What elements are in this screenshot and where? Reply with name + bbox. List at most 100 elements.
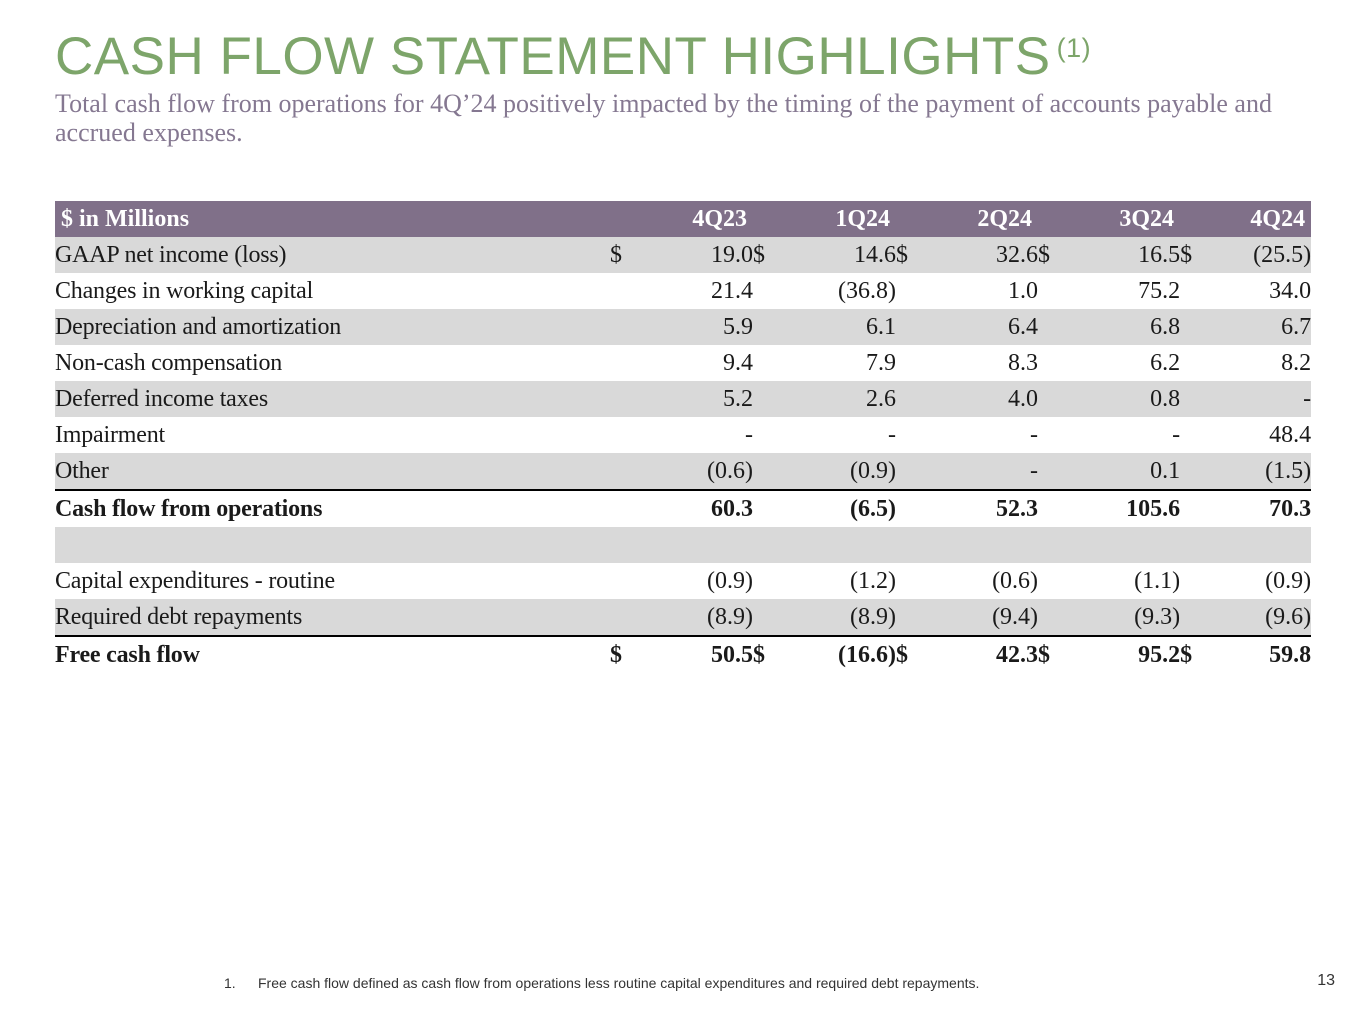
cell-value: (6.5) xyxy=(781,489,897,527)
currency-symbol: $ xyxy=(753,635,782,673)
header-quarter: 2Q24 xyxy=(896,201,1039,237)
footnote-number: 1. xyxy=(224,975,236,991)
cell-value: - xyxy=(924,453,1039,490)
cell-value: 48.4 xyxy=(1269,421,1312,448)
cell-value: (0.6) xyxy=(992,567,1039,594)
currency-symbol: $ xyxy=(1180,635,1209,673)
cell-value: (9.3) xyxy=(1066,599,1181,636)
cell-value: 5.2 xyxy=(638,381,754,417)
header-quarter: 1Q24 xyxy=(753,201,897,237)
cell-value: 9.4 xyxy=(723,349,754,376)
cell-value: 95.2 xyxy=(1066,635,1181,673)
cell-value: 32.6 xyxy=(924,237,1039,273)
spacer-row xyxy=(55,527,1312,563)
page-title: CASH FLOW STATEMENT HIGHLIGHTS (1) xyxy=(55,27,1092,86)
cell-value: (0.6) xyxy=(638,453,754,490)
cell-value: 5.9 xyxy=(638,309,754,345)
cell-value: 34.0 xyxy=(1269,277,1312,304)
row-gaap-net-income: GAAP net income (loss) $ 19.0 $ 14.6 $ 3… xyxy=(55,237,1312,273)
currency-symbol: $ xyxy=(1038,237,1067,273)
row-non-cash-compensation: Non-cash compensation 9.4 7.9 8.3 6.2 8.… xyxy=(55,345,1311,381)
header-quarter: 3Q24 xyxy=(1038,201,1181,237)
currency-symbol: $ xyxy=(610,237,638,273)
cell-value: 6.2 xyxy=(1150,349,1181,376)
cell-value: (16.6) xyxy=(781,635,897,673)
cell-value: 16.5 xyxy=(1066,237,1181,273)
cell-value: 7.9 xyxy=(866,349,897,376)
row-free-cash-flow: Free cash flow $ 50.5 $ (16.6) $ 42.3 $ … xyxy=(55,635,1312,673)
cell-value: - xyxy=(1030,421,1039,448)
currency-symbol: $ xyxy=(753,237,782,273)
cell-value: 52.3 xyxy=(924,489,1039,527)
table-header-row: $ in Millions 4Q23 1Q24 2Q24 3Q24 4Q24 xyxy=(55,201,1312,237)
cell-value: 1.0 xyxy=(1008,277,1039,304)
row-label: Impairment xyxy=(55,421,165,448)
row-label: Required debt repayments xyxy=(55,599,610,636)
cell-value: (1.2) xyxy=(850,567,897,594)
cell-value: 70.3 xyxy=(1208,489,1312,527)
row-label: Changes in working capital xyxy=(55,277,314,304)
currency-symbol: $ xyxy=(1180,237,1209,273)
cell-value: 2.6 xyxy=(781,381,897,417)
cell-value: (0.9) xyxy=(707,567,754,594)
cell-value: (1.5) xyxy=(1208,453,1312,490)
cell-value: (0.9) xyxy=(1265,567,1312,594)
cell-value: 8.2 xyxy=(1281,349,1312,376)
cell-value: 42.3 xyxy=(924,635,1039,673)
cell-value: 6.7 xyxy=(1208,309,1312,345)
cell-value: 14.6 xyxy=(781,237,897,273)
cell-value: 75.2 xyxy=(1138,277,1181,304)
page-number: 13 xyxy=(1317,972,1335,989)
cell-value: 6.8 xyxy=(1066,309,1181,345)
row-label: Cash flow from operations xyxy=(55,489,610,527)
cell-value: - xyxy=(1208,381,1312,417)
cash-flow-table: $ in Millions 4Q23 1Q24 2Q24 3Q24 4Q24 G… xyxy=(55,201,1312,673)
header-units-label: $ in Millions xyxy=(55,201,610,237)
cell-value: 50.5 xyxy=(638,635,754,673)
currency-symbol: $ xyxy=(1038,635,1067,673)
header-quarter: 4Q24 xyxy=(1180,201,1312,237)
row-label: Non-cash compensation xyxy=(55,349,283,376)
cell-value: 0.8 xyxy=(1066,381,1181,417)
row-capex-routine: Capital expenditures - routine (0.9) (1.… xyxy=(55,563,1311,599)
cell-value: 6.1 xyxy=(781,309,897,345)
row-label: Other xyxy=(55,453,610,490)
cell-value: 60.3 xyxy=(638,489,754,527)
cell-value: (0.9) xyxy=(781,453,897,490)
row-required-debt-repayments: Required debt repayments (8.9) (8.9) (9.… xyxy=(55,599,1312,636)
row-deferred-income-taxes: Deferred income taxes 5.2 2.6 4.0 0.8 - xyxy=(55,381,1312,417)
row-other: Other (0.6) (0.9) - 0.1 (1.5) xyxy=(55,453,1312,490)
row-depreciation-amortization: Depreciation and amortization 5.9 6.1 6.… xyxy=(55,309,1312,345)
cell-value: 19.0 xyxy=(638,237,754,273)
cell-value: 6.4 xyxy=(924,309,1039,345)
footnote-text: Free cash flow defined as cash flow from… xyxy=(258,975,980,991)
row-impairment: Impairment - - - - 48.4 xyxy=(55,417,1311,453)
page-title-text: CASH FLOW STATEMENT HIGHLIGHTS xyxy=(55,27,1051,86)
cell-value: (9.6) xyxy=(1208,599,1312,636)
cell-value: 21.4 xyxy=(711,277,754,304)
row-cash-flow-from-operations: Cash flow from operations 60.3 (6.5) 52.… xyxy=(55,489,1312,527)
cell-value: (36.8) xyxy=(838,277,897,304)
cell-value: 4.0 xyxy=(924,381,1039,417)
footnote: 1. Free cash flow defined as cash flow fr… xyxy=(224,975,979,991)
cell-value: (25.5) xyxy=(1208,237,1312,273)
cell-value: - xyxy=(1172,421,1181,448)
cell-value: - xyxy=(888,421,897,448)
cell-value: 105.6 xyxy=(1066,489,1181,527)
cell-value: 8.3 xyxy=(1008,349,1039,376)
row-label: GAAP net income (loss) xyxy=(55,237,610,273)
cell-value: - xyxy=(745,421,754,448)
row-label: Deferred income taxes xyxy=(55,381,610,417)
header-quarter: 4Q23 xyxy=(610,201,754,237)
title-footnote-marker: (1) xyxy=(1056,33,1092,63)
cell-value: (1.1) xyxy=(1134,567,1181,594)
cell-value: 59.8 xyxy=(1208,635,1312,673)
row-label: Free cash flow xyxy=(55,635,610,673)
cell-value: (9.4) xyxy=(924,599,1039,636)
cell-value: (8.9) xyxy=(638,599,754,636)
row-label: Depreciation and amortization xyxy=(55,309,610,345)
currency-symbol: $ xyxy=(610,635,638,673)
currency-symbol: $ xyxy=(896,635,925,673)
page-subtitle: Total cash flow from operations for 4Q’2… xyxy=(55,89,1272,147)
row-label: Capital expenditures - routine xyxy=(55,567,335,594)
